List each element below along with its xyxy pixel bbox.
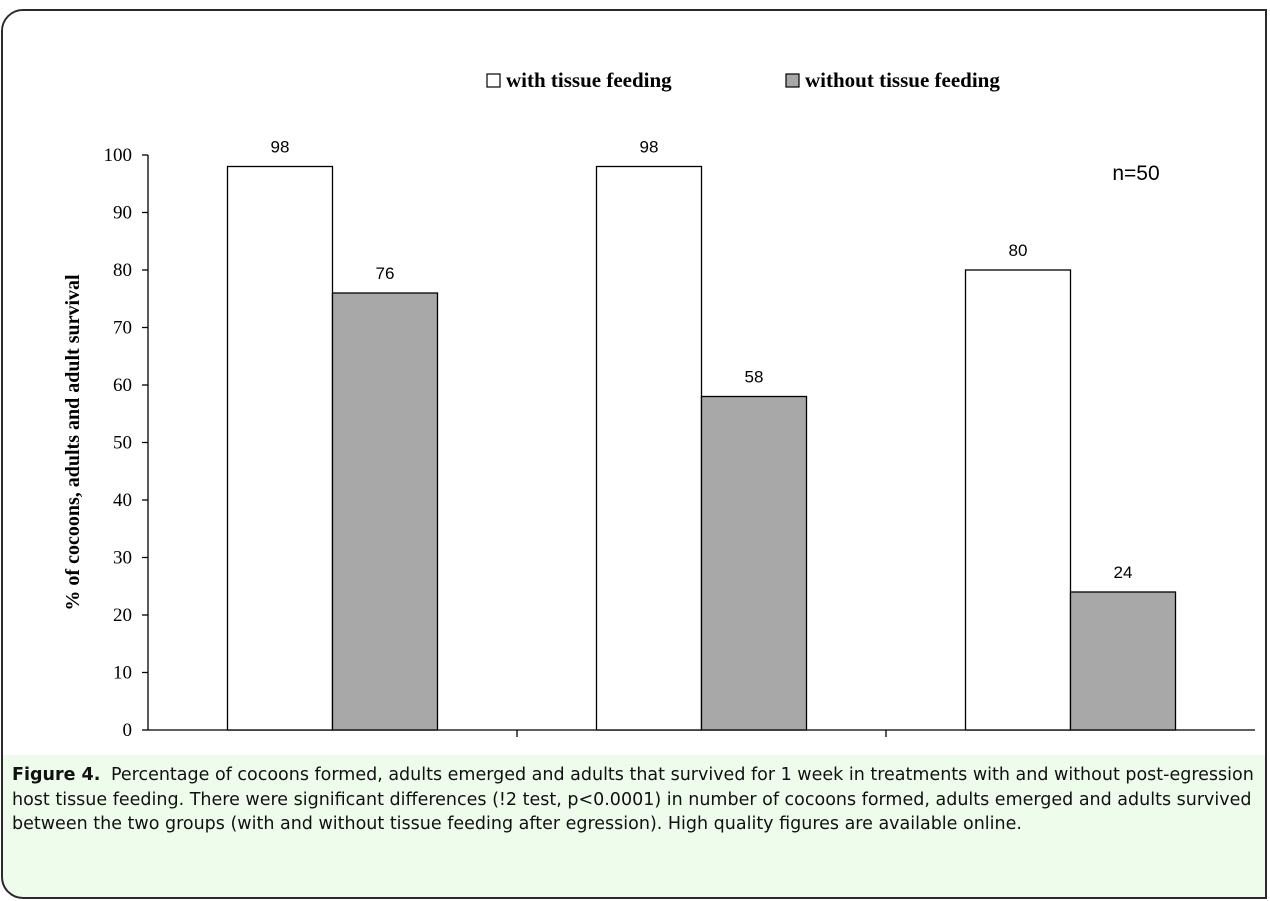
- y-tick-label: 100: [104, 145, 133, 166]
- bar-with-tissue-feeding: [226, 165, 334, 731]
- bar-without-tissue-feeding: [1069, 591, 1177, 731]
- bar-with-tissue-feeding: [595, 165, 703, 731]
- legend-label: with tissue feeding: [506, 68, 672, 92]
- y-tick-label: 0: [123, 720, 133, 741]
- figure-caption: Figure 4. Percentage of cocoons formed, …: [12, 763, 1256, 837]
- y-tick-label: 50: [113, 433, 132, 454]
- y-axis-title: % of cocoons, adults and adult survival: [62, 274, 84, 611]
- figure-label: Figure 4.: [12, 765, 101, 785]
- y-tick-label: 20: [113, 605, 132, 626]
- y-tick-label: 60: [113, 375, 132, 396]
- bar-data-label: 76: [376, 264, 395, 283]
- legend-swatch-without-tissue-feeding: [785, 73, 800, 88]
- bar-data-label: 58: [745, 368, 764, 387]
- legend-label: without tissue feeding: [805, 68, 1000, 92]
- bar-chart: 01020304050607080901009876cocoons9858adu…: [62, 68, 1255, 741]
- legend-swatch-with-tissue-feeding: [486, 73, 501, 88]
- bar-without-tissue-feeding: [331, 292, 439, 731]
- figure-frame: 01020304050607080901009876cocoons9858adu…: [1, 9, 1267, 899]
- figure-caption-text: Percentage of cocoons formed, adults eme…: [12, 765, 1254, 834]
- bar-data-label: 98: [640, 138, 659, 157]
- sample-size-annotation: n=50: [1112, 162, 1159, 185]
- y-tick-label: 40: [113, 490, 132, 511]
- bar-data-label: 24: [1114, 563, 1133, 582]
- bar-data-label: 98: [271, 138, 290, 157]
- y-tick-label: 80: [113, 260, 132, 281]
- bar-without-tissue-feeding: [700, 395, 808, 731]
- y-tick-label: 90: [113, 203, 132, 224]
- plot-panel: 01020304050607080901009876cocoons9858adu…: [3, 11, 1265, 755]
- bar-data-label: 80: [1009, 241, 1028, 260]
- bar-with-tissue-feeding: [964, 269, 1072, 731]
- y-tick-label: 10: [113, 663, 132, 684]
- y-tick-label: 30: [113, 548, 132, 569]
- y-tick-label: 70: [113, 318, 132, 339]
